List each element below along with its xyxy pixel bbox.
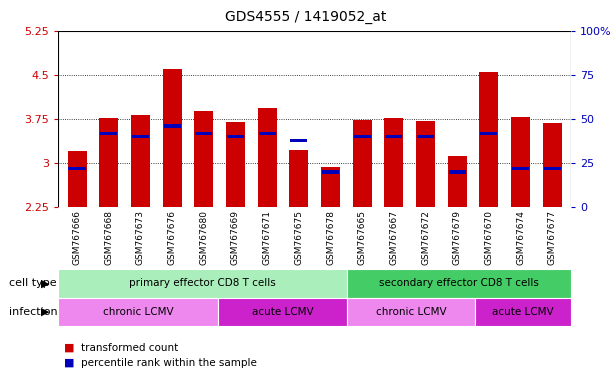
Bar <box>416 121 435 207</box>
Text: acute LCMV: acute LCMV <box>252 307 313 317</box>
Bar <box>480 72 499 207</box>
Bar <box>511 117 530 207</box>
Bar <box>163 69 181 207</box>
Bar <box>321 167 340 207</box>
Bar <box>290 139 307 142</box>
Text: infection: infection <box>9 307 57 317</box>
Text: transformed count: transformed count <box>81 343 178 353</box>
Text: percentile rank within the sample: percentile rank within the sample <box>81 358 257 368</box>
Bar <box>164 124 181 128</box>
Text: chronic LCMV: chronic LCMV <box>103 307 174 317</box>
Text: ▶: ▶ <box>41 278 49 288</box>
Text: GDS4555 / 1419052_at: GDS4555 / 1419052_at <box>225 10 386 23</box>
Bar <box>354 135 371 138</box>
Bar <box>68 167 86 170</box>
Text: primary effector CD8 T cells: primary effector CD8 T cells <box>129 278 276 288</box>
Bar <box>131 115 150 207</box>
Bar <box>480 132 497 135</box>
Bar <box>226 122 245 207</box>
Bar <box>417 135 434 138</box>
Bar <box>448 156 467 207</box>
Bar <box>512 167 529 170</box>
Text: ▶: ▶ <box>41 307 49 317</box>
Bar <box>196 132 213 135</box>
Bar <box>227 135 244 138</box>
Bar <box>322 170 339 174</box>
Bar <box>290 150 309 207</box>
Text: ■: ■ <box>64 343 75 353</box>
Bar <box>132 135 149 138</box>
Bar <box>543 123 562 207</box>
Bar <box>68 151 87 207</box>
Bar <box>544 167 561 170</box>
Bar <box>99 118 119 207</box>
Bar <box>386 135 403 138</box>
Text: cell type: cell type <box>9 278 56 288</box>
Bar <box>258 132 276 135</box>
Bar <box>258 108 277 207</box>
Bar <box>448 170 466 174</box>
Bar <box>100 132 117 135</box>
Text: ■: ■ <box>64 358 75 368</box>
Bar <box>194 111 213 207</box>
Bar <box>353 120 371 207</box>
Text: chronic LCMV: chronic LCMV <box>376 307 446 317</box>
Text: secondary effector CD8 T cells: secondary effector CD8 T cells <box>379 278 539 288</box>
Text: acute LCMV: acute LCMV <box>492 307 554 317</box>
Bar <box>384 118 403 207</box>
